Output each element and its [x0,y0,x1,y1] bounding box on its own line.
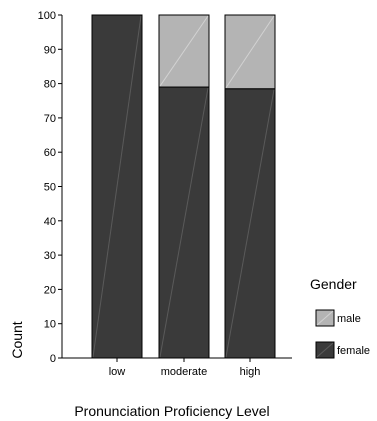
x-tick-label-high: high [240,366,261,378]
y-tick-label-50: 50 [44,182,56,194]
bar-sheen-low-female [92,15,142,358]
bar-sheen-moderate-female [159,87,209,358]
bar-sheen-high-female [225,89,275,358]
y-tick-label-100: 100 [38,10,56,22]
y-tick-label-60: 60 [44,147,56,159]
y-tick-label-80: 80 [44,79,56,91]
legend: Gender male female [310,276,370,359]
y-ticks-group: 0 10 20 30 40 50 60 70 80 90 100 [38,10,62,365]
x-tick-label-moderate: moderate [161,366,207,378]
legend-label-male: male [337,313,361,325]
legend-swatch-sheen-male [316,310,334,326]
legend-swatch-sheen-female [316,342,334,358]
x-tick-label-low: low [109,366,126,378]
x-axis-title: Pronunciation Proficiency Level [74,403,269,419]
y-axis-title: Count [9,321,25,358]
y-tick-label-70: 70 [44,113,56,125]
bar-sheen-high-male [225,15,275,89]
x-ticks-group: low moderate high [109,358,261,378]
y-tick-label-10: 10 [44,319,56,331]
bars-group [91,14,276,359]
legend-title: Gender [310,276,357,292]
y-tick-label-40: 40 [44,216,56,228]
bar-sheen-moderate-male [159,15,209,87]
y-tick-label-0: 0 [50,353,56,365]
legend-label-female: female [337,345,370,357]
y-tick-label-90: 90 [44,44,56,56]
y-tick-label-20: 20 [44,284,56,296]
y-tick-label-30: 30 [44,250,56,262]
